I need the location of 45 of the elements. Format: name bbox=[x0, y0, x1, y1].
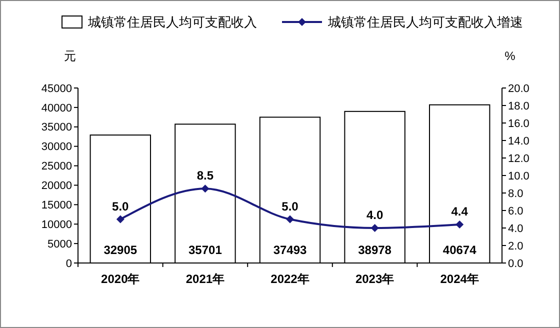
y-tick-label: 5000 bbox=[48, 238, 72, 250]
legend-label: 城镇常住居民人均可支配收入 bbox=[87, 14, 257, 30]
data-label: 40674 bbox=[442, 243, 477, 257]
data-label: 8.5 bbox=[196, 168, 214, 183]
data-label: 32905 bbox=[104, 243, 138, 257]
data-label: 37493 bbox=[273, 243, 308, 257]
y2-tick-label: 14.0 bbox=[508, 135, 530, 148]
y2-tick-label: 10.0 bbox=[508, 170, 530, 182]
y-tick-label: 30000 bbox=[41, 141, 72, 154]
point bbox=[286, 215, 294, 224]
y2-axis-title: % bbox=[504, 49, 516, 63]
point bbox=[456, 220, 464, 228]
y2-tick-label: 18.0 bbox=[508, 100, 530, 112]
data-label: 35701 bbox=[188, 243, 222, 257]
data-label: 4.4 bbox=[451, 204, 468, 218]
y-tick-label: 0 bbox=[66, 258, 72, 270]
y2-tick-label: 6.0 bbox=[508, 205, 524, 218]
y-tick-label: 10000 bbox=[41, 218, 72, 231]
x-tick-label: 2020年 bbox=[101, 272, 140, 286]
x-tick-label: 2023年 bbox=[355, 272, 394, 286]
y2-tick-label: 16.0 bbox=[508, 118, 530, 130]
data-label: 38978 bbox=[358, 243, 392, 257]
legend-label: 城镇常住居民人均可支配收入增速 bbox=[327, 14, 523, 30]
y2-tick-label: 4.0 bbox=[508, 222, 524, 235]
y-axis-title: 元 bbox=[64, 49, 76, 63]
point bbox=[201, 184, 210, 193]
x-tick-label: 2021年 bbox=[186, 272, 225, 286]
point bbox=[370, 224, 379, 232]
y2-tick-label: 12.0 bbox=[508, 152, 530, 165]
x-tick-label: 2024年 bbox=[440, 272, 479, 286]
data-label: 5.0 bbox=[112, 199, 130, 214]
data-label: 5.0 bbox=[282, 199, 299, 214]
y2-tick-label: 8.0 bbox=[508, 188, 524, 200]
data-label: 4.0 bbox=[366, 208, 384, 222]
y-tick-label: 20000 bbox=[41, 180, 72, 192]
point bbox=[116, 215, 124, 224]
y-tick-label: 40000 bbox=[41, 102, 72, 114]
y2-tick-label: 2.0 bbox=[508, 240, 524, 252]
y-tick-label: 15000 bbox=[41, 200, 72, 212]
y2-tick-label: 20.0 bbox=[508, 82, 530, 95]
y2-tick-label: 0.0 bbox=[508, 258, 524, 270]
x-tick-label: 2022年 bbox=[270, 272, 310, 286]
y-tick-label: 45000 bbox=[41, 82, 72, 95]
y-tick-label: 25000 bbox=[41, 160, 72, 173]
y-tick-label: 35000 bbox=[41, 122, 72, 134]
